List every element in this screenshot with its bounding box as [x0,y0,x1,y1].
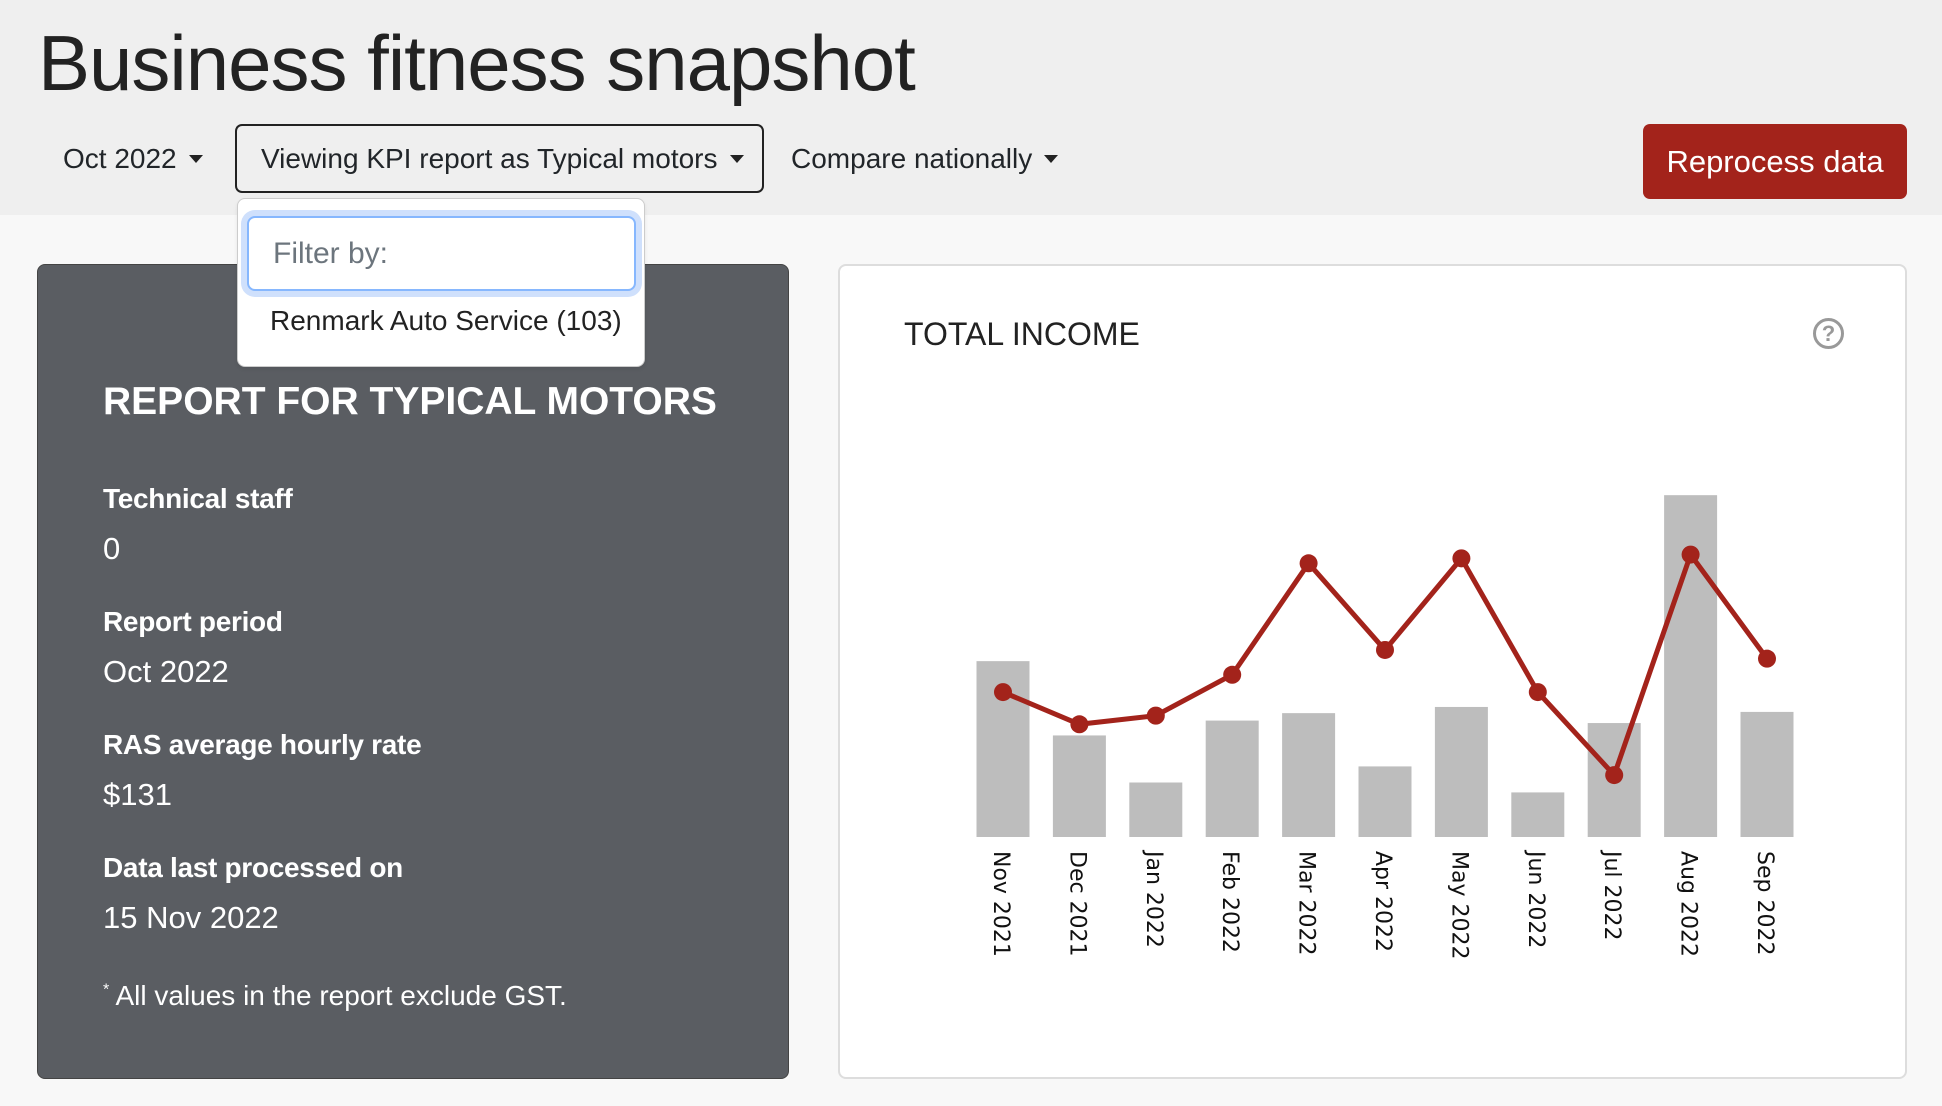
line-point [1528,683,1547,702]
bar [1511,792,1565,837]
field-label: RAS average hourly rate [103,729,422,760]
field-value: 0 [103,531,121,566]
line-point [1223,665,1242,684]
line-series [1002,549,1770,780]
x-tick-label: Jun 2022 [1523,849,1548,948]
caret-down-icon [188,154,203,163]
month-label: Oct 2022 [63,142,177,174]
filter-input[interactable] [247,216,636,291]
field-label: Report period [103,606,283,637]
report-heading: REPORT FOR TYPICAL MOTORS [103,380,717,423]
page-title: Business fitness snapshot [38,19,916,107]
line-point [1681,545,1700,564]
view-as-menu: Renmark Auto Service (103) [237,198,645,367]
line-point [1758,649,1776,668]
note-text: All values in the report exclude GST. [115,980,567,1011]
help-icon[interactable]: ? [1813,318,1844,349]
field-label: Data last processed on [103,852,403,883]
compare-label: Compare nationally [791,142,1033,174]
bar [1052,735,1106,837]
x-tick-label: Aug 2022 [1676,851,1701,957]
note-mark: * [103,981,110,999]
x-tick-label: Feb 2022 [1217,851,1242,953]
line-point [1376,640,1394,659]
report-panel: REPORT FOR TYPICAL MOTORS Technical staf… [37,264,789,1079]
bar [1282,713,1336,837]
x-tick-label: Sep 2022 [1752,851,1777,955]
reprocess-data-button[interactable]: Reprocess data [1643,124,1907,199]
x-tick-label: Mar 2022 [1294,851,1319,956]
bar [1358,766,1412,837]
field-report-period: Report period Oct 2022 [103,606,283,690]
total-income-card: TOTAL INCOME ? Nov 2021 Dec 2021 Jan 2022 F… [838,264,1907,1079]
gst-note: * All values in the report exclude GST. [103,980,567,1012]
compare-dropdown[interactable]: Compare nationally [791,124,1059,193]
line-point [1452,549,1471,568]
x-tick-label: Jan 2022 [1141,849,1166,948]
chart-title: TOTAL INCOME [904,316,1140,352]
view-as-label: Viewing KPI report as Typical motors [261,142,718,174]
field-label: Technical staff [103,483,293,514]
x-tick-label: Dec 2021 [1064,851,1089,957]
field-hourly-rate: RAS average hourly rate $131 [103,729,422,813]
menu-item[interactable]: Renmark Auto Service (103) [270,305,622,336]
caret-down-icon [729,154,744,163]
field-technical-staff: Technical staff 0 [103,483,293,567]
line-point [1070,715,1089,734]
bar [1129,782,1183,837]
x-tick-label: Apr 2022 [1370,851,1395,952]
bar [1205,720,1259,837]
line-point [1299,554,1318,573]
header: Business fitness snapshot Oct 2022 Viewi… [0,0,1942,215]
field-last-processed: Data last processed on 15 Nov 2022 [103,852,403,936]
line-point [1605,766,1624,785]
x-tick-label: May 2022 [1446,851,1471,959]
bar [1434,706,1488,837]
line-point [994,683,1012,702]
x-tick-label: Nov 2021 [988,851,1013,957]
month-dropdown[interactable]: Oct 2022 [63,124,203,193]
view-as-dropdown[interactable]: Viewing KPI report as Typical motors [235,124,764,193]
field-value: Oct 2022 [103,654,229,689]
x-tick-label: Jul 2022 [1599,849,1624,941]
total-income-chart: Nov 2021 Dec 2021 Jan 2022 Feb 2022 Mar 2022… [976,495,1794,959]
bar [1740,711,1794,837]
field-value: $131 [103,777,172,812]
line-point [1146,706,1165,725]
caret-down-icon [1044,154,1059,163]
field-value: 15 Nov 2022 [103,900,279,935]
